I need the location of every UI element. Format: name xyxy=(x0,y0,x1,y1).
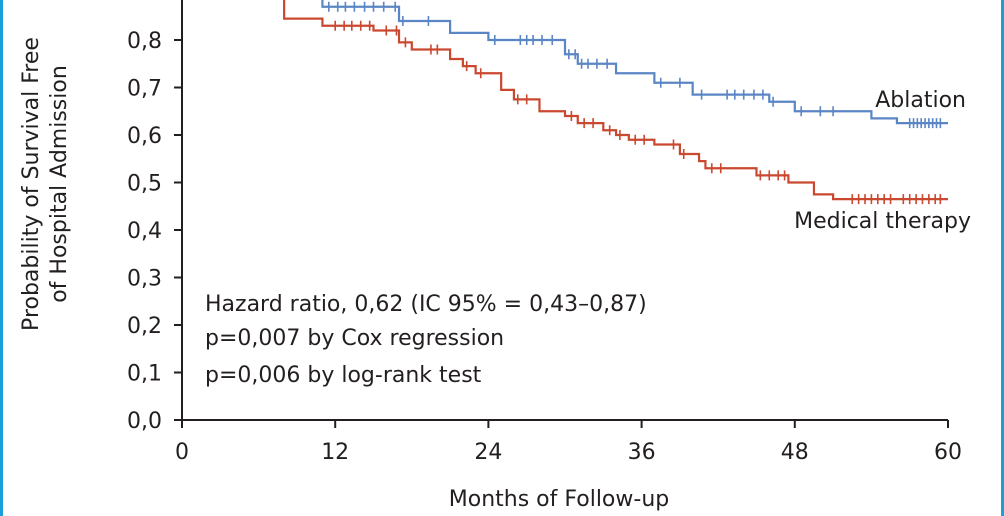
y-tick-label: 0,5 xyxy=(127,172,162,197)
left-border-stripe xyxy=(0,0,3,516)
x-axis-label: Months of Follow-up xyxy=(448,487,670,512)
x-tick-label: 24 xyxy=(474,440,502,465)
series-label-ablation: Ablation xyxy=(875,88,966,113)
annotation-log-rank: p=0,006 by log-rank test xyxy=(205,363,482,388)
axes: 0,0 0,1 0,2 0,3 0,4 0,5 0,6 0,7 0,8 0 12 24 36 48 60 xyxy=(127,0,962,465)
annotation-cox-regression: p=0,007 by Cox regression xyxy=(205,326,504,351)
x-tick-label: 48 xyxy=(781,440,809,465)
y-tick-label: 0,2 xyxy=(127,314,162,339)
x-tick-label: 60 xyxy=(934,440,962,465)
km-curve-medical-therapy xyxy=(283,0,948,201)
y-tick-label: 0,1 xyxy=(127,362,162,387)
y-tick-label: 0,6 xyxy=(127,124,162,149)
series-label-medical-therapy: Medical therapy xyxy=(794,209,971,234)
y-tick-label: 0,0 xyxy=(127,409,162,434)
y-tick-label: 0,8 xyxy=(127,29,162,54)
annotation-hazard-ratio: Hazard ratio, 0,62 (IC 95% = 0,43–0,87) xyxy=(205,292,647,317)
y-tick-label: 0,4 xyxy=(127,219,162,244)
text-layer: Ablation Medical therapy Hazard ratio, 0… xyxy=(205,88,971,388)
y-tick-label: 0,3 xyxy=(127,267,162,292)
x-tick-label: 36 xyxy=(628,440,656,465)
y-tick-label: 0,7 xyxy=(127,77,162,102)
right-border-stripe xyxy=(1001,0,1004,516)
y-axis-label: Probability of Survival Free of Hospital… xyxy=(19,37,72,331)
x-tick-label: 0 xyxy=(175,440,189,465)
series-layer xyxy=(283,0,948,205)
x-tick-label: 12 xyxy=(321,440,349,465)
